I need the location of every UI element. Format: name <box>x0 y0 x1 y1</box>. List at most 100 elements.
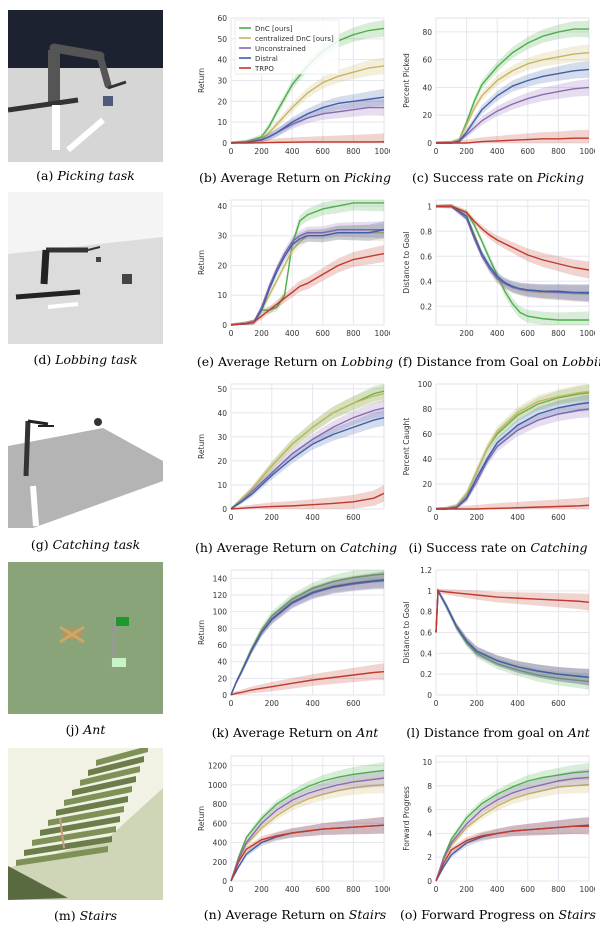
x-tick-label: 400 <box>285 885 300 894</box>
x-tick-label: 600 <box>316 329 331 338</box>
y-tick-label: 50 <box>217 385 227 394</box>
y-tick-label: 0.2 <box>420 670 432 679</box>
x-tick-label: 200 <box>254 329 269 338</box>
series-band <box>436 817 589 881</box>
y-axis-label: Forward Progress <box>402 786 411 851</box>
x-tick-label: 600 <box>551 699 566 708</box>
y-tick-label: 20 <box>217 457 227 466</box>
series-line <box>230 229 385 326</box>
x-tick-label: 0 <box>229 513 234 522</box>
chart-catching-success: 0 20 40 60 80 100 0 200 400 600 Percent Caught <box>402 380 590 522</box>
y-tick-label: 800 <box>213 800 228 809</box>
y-tick-label: 6 <box>427 806 432 815</box>
x-tick-label: 1000 <box>579 329 595 338</box>
series-line <box>230 392 385 510</box>
y-tick-label: 30 <box>217 433 227 442</box>
x-tick-label: 0 <box>434 147 439 156</box>
series-band <box>231 769 384 881</box>
x-tick-label: 200 <box>254 147 269 156</box>
series-band <box>436 776 589 881</box>
x-tick-label: 400 <box>490 885 505 894</box>
stair-step <box>32 826 116 846</box>
x-tick-label: 600 <box>521 329 536 338</box>
caption-n: (n) Average Return on Stairs <box>203 907 387 922</box>
y-tick-label: 2 <box>427 853 432 862</box>
series-line <box>230 416 385 510</box>
y-tick-label: 0 <box>427 877 432 886</box>
x-tick-label: 200 <box>254 885 269 894</box>
series-line <box>436 205 589 321</box>
series-band <box>436 204 589 301</box>
series-line <box>230 407 385 510</box>
caption-e: (e) Average Return on Lobbing <box>196 354 394 369</box>
series-line <box>230 27 385 144</box>
x-tick-label: 200 <box>459 147 474 156</box>
caption-h: (h) Average Return on Catching <box>195 540 398 555</box>
caption-c: (c) Success rate on Picking <box>412 170 584 185</box>
series-line <box>436 68 590 144</box>
series-band <box>231 20 384 143</box>
caption-i: (i) Success rate on Catching <box>408 540 588 555</box>
y-axis-label: Return <box>197 68 206 93</box>
caption-a: (a) Picking task <box>36 168 135 183</box>
caption-g: (g) Catching task <box>30 537 141 552</box>
caption-d: (d) Lobbing task <box>33 352 138 367</box>
series-band <box>231 57 384 143</box>
x-tick-label: 1000 <box>579 885 595 894</box>
x-tick-label: 400 <box>510 513 525 522</box>
plot-area <box>435 383 590 510</box>
x-tick-label: 600 <box>346 513 361 522</box>
y-tick-label: 20 <box>217 261 227 270</box>
plot-area <box>435 755 590 882</box>
y-tick-label: 0.2 <box>420 302 432 311</box>
chart-stairs-progress: 0 2 4 6 8 10 0 200 400 600 800 1000 Forward Progress <box>402 755 595 894</box>
series-line <box>230 492 385 510</box>
y-tick-label: 40 <box>217 409 227 418</box>
x-tick-label: 1000 <box>374 329 390 338</box>
x-tick-label: 600 <box>521 885 536 894</box>
x-tick-label: 0 <box>229 329 234 338</box>
y-tick-label: 40 <box>422 455 432 464</box>
chart-ant-return: 0 20 40 60 80 100 120 140 0 200 400 600 Return <box>197 569 385 708</box>
series-line <box>435 770 590 882</box>
series-band <box>436 204 589 325</box>
series-line <box>230 65 385 144</box>
chart-lobbing-return: 01020304002004006008001000Return <box>197 199 390 338</box>
series-band <box>231 409 384 509</box>
x-tick-label: 0 <box>434 513 439 522</box>
x-tick-label: 800 <box>551 147 566 156</box>
y-tick-label: 20 <box>217 97 227 106</box>
y-tick-label: 10 <box>217 481 227 490</box>
x-tick-label: 800 <box>346 147 361 156</box>
caption-b: (b) Average Return on Picking <box>199 170 391 185</box>
y-tick-label: 40 <box>217 658 227 667</box>
y-tick-label: 4 <box>427 829 432 838</box>
series-line <box>230 769 385 882</box>
x-tick-label: 400 <box>305 699 320 708</box>
x-tick-label: 200 <box>470 699 485 708</box>
x-tick-label: 1000 <box>374 885 390 894</box>
y-tick-label: 0.6 <box>420 629 432 638</box>
series-line <box>436 52 590 144</box>
series-line <box>435 783 590 882</box>
y-tick-label: 0 <box>222 505 227 514</box>
plot-area <box>435 17 590 144</box>
legend-label: centralized DnC [ours] <box>255 35 334 43</box>
x-tick-label: 400 <box>285 147 300 156</box>
x-tick-label: 0 <box>229 699 234 708</box>
series-line <box>435 588 590 678</box>
x-tick-label: 600 <box>521 147 536 156</box>
series-line <box>230 252 385 326</box>
series-band <box>231 221 384 325</box>
legend-box <box>234 19 340 75</box>
x-tick-label: 0 <box>229 147 234 156</box>
y-tick-label: 20 <box>217 674 227 683</box>
y-tick-label: 10 <box>217 291 227 300</box>
series-line <box>230 670 385 696</box>
series-band <box>231 762 384 881</box>
y-tick-label: 600 <box>213 819 228 828</box>
x-tick-label: 200 <box>265 699 280 708</box>
y-tick-label: 80 <box>422 28 432 37</box>
series-line <box>231 141 385 144</box>
stair-step <box>48 806 124 826</box>
